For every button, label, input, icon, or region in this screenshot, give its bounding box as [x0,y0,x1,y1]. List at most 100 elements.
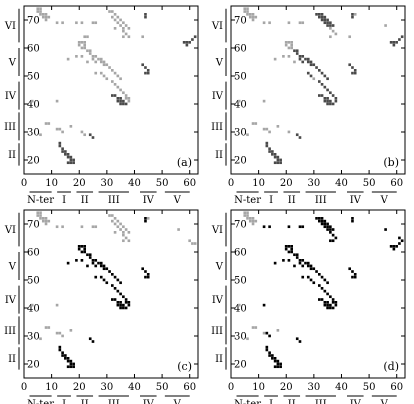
contact-point-gray [83,46,87,50]
contact-point-gray [99,57,103,61]
contact-point-dark [315,66,318,69]
contact-point-gray [102,63,106,67]
contact-point-gray [61,21,64,25]
contact-point-black [119,306,122,310]
contact-point-dark [124,102,128,106]
contact-point-dark [351,13,354,16]
contact-point-gray [301,21,305,25]
contact-point-dark [271,153,274,156]
contact-point-gray [188,239,191,243]
x-segment-label: III [315,195,327,206]
contact-point-dark [329,24,332,27]
contact-point-gray [246,217,249,220]
contact-point-dark [323,21,327,25]
x-tick-label: 10 [252,382,265,393]
contact-point-black [320,219,324,223]
contact-point-dark [279,161,282,165]
contact-point-dark [295,133,299,137]
contact-point-gray [124,94,128,97]
contact-point-gray [251,13,255,16]
contact-point-black [119,301,122,304]
contact-point-black [113,298,117,301]
contact-point-dark [392,43,396,47]
y-tick-label: 20 [27,156,40,167]
x-segment-label: IV [143,195,155,206]
x-tick-label: 20 [73,382,86,393]
y-tick-label: 60 [27,44,40,55]
contact-point-dark [61,150,64,153]
contact-point-gray [124,236,128,240]
contact-point-gray [119,18,122,22]
y-segment-label: IV [212,295,224,306]
x-tick-label: 0 [228,382,234,393]
contact-point-black [116,301,120,304]
contact-point-black [69,359,73,363]
contact-point-black [326,225,329,229]
y-tick-label: 60 [234,44,247,55]
contact-point-gray [99,60,103,64]
contact-point-dark [146,69,150,72]
contact-point-black [351,217,354,220]
contact-point-gray [119,24,122,27]
contact-point-dark [351,66,354,69]
contact-point-gray [246,214,249,217]
contact-point-gray [262,99,266,103]
contact-point-black [301,275,305,279]
contact-point-black [83,247,87,251]
contact-point-black [94,264,98,268]
contact-point-dark [326,102,329,106]
contact-point-black [287,259,291,262]
contact-point-black [331,306,335,310]
contact-point-gray [69,125,73,128]
contact-point-black [348,267,352,271]
contact-point-dark [268,150,271,153]
panel-c: 0102030405060203040506070N-terIIIIIIIVVI… [4,209,199,404]
contact-point-gray [39,337,42,341]
contact-point-black [88,337,92,341]
contact-point-gray [127,99,131,103]
contact-point-gray [251,122,255,125]
contact-point-gray [113,13,117,16]
contact-point-gray [246,133,249,137]
contact-point-black [271,357,274,360]
contact-point-dark [320,15,324,19]
contact-point-gray [287,55,291,58]
contact-point-black [309,278,313,282]
contact-point-black [94,275,98,279]
y-segment-label: VI [4,21,16,32]
contact-point-black [91,261,95,265]
contact-point-dark [323,15,327,19]
y-segment-label: IV [5,91,17,102]
contact-point-gray [251,15,255,19]
contact-point-gray [237,303,241,307]
x-tick-label: 40 [128,382,141,393]
x-tick-label: 30 [100,382,113,393]
contact-point-black [301,225,305,229]
contact-point-black [111,284,114,287]
contact-point-gray [111,214,114,217]
contact-point-black [144,219,147,223]
contact-point-dark [265,141,269,145]
contact-point-dark [113,94,117,97]
contact-point-dark [66,155,70,159]
contact-point-gray [77,43,81,47]
contact-point-black [276,362,280,366]
contact-point-gray [61,225,64,229]
contact-point-black [298,259,302,262]
contact-point-black [295,253,299,257]
contact-point-gray [55,225,59,229]
contact-point-gray [127,239,131,243]
y-segment-label: VI [4,225,16,236]
contact-point-gray [122,27,125,30]
contact-point-black [331,301,335,304]
y-tick-label: 70 [27,16,40,27]
contact-point-dark [61,147,64,151]
x-tick-label: 40 [335,382,348,393]
contact-point-gray [36,7,40,11]
contact-point-gray [243,10,247,13]
contact-point-dark [66,153,70,156]
contact-point-black [144,270,147,273]
contact-point-black [293,264,296,268]
contact-point-gray [39,217,42,220]
contact-point-black [298,261,302,265]
